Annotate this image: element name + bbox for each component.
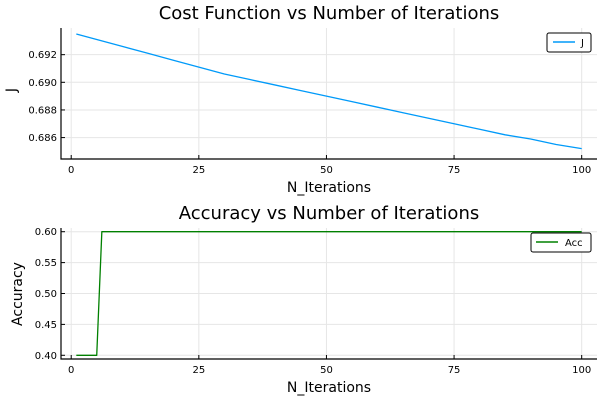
y-tick-label: 0.692 — [28, 50, 57, 61]
cost-chart-legend: J — [546, 32, 592, 53]
accuracy-chart-ylabel: Accuracy — [10, 262, 26, 326]
y-tick-label: 0.60 — [35, 227, 57, 238]
x-tick-label: 25 — [192, 165, 205, 176]
cost-chart: Cost Function vs Number of Iterations 0 2… — [4, 3, 597, 196]
y-tick-label: 0.55 — [35, 258, 57, 269]
cost-chart-axes — [60, 28, 597, 160]
x-tick-label: 25 — [192, 365, 205, 376]
x-tick-label: 50 — [320, 365, 333, 376]
accuracy-chart-axes — [60, 228, 597, 360]
series-line-acc — [76, 231, 582, 356]
x-tick-label: 0 — [68, 365, 74, 376]
accuracy-chart-legend: Acc — [530, 232, 592, 253]
cost-chart-xlabel: N_Iterations — [287, 180, 371, 196]
legend-label-acc: Acc — [565, 238, 583, 249]
y-tick-label: 0.686 — [28, 133, 57, 144]
series-line-j — [76, 33, 582, 150]
accuracy-chart-xlabel: N_Iterations — [287, 380, 371, 396]
x-tick-label: 50 — [320, 165, 333, 176]
x-tick-label: 0 — [68, 165, 74, 176]
accuracy-chart-title: Accuracy vs Number of Iterations — [179, 203, 479, 224]
y-tick-label: 0.50 — [35, 289, 57, 300]
y-tick-label: 0.690 — [28, 78, 57, 89]
x-tick-label: 100 — [572, 165, 591, 176]
x-tick-label: 100 — [572, 365, 591, 376]
y-tick-label: 0.688 — [28, 105, 57, 116]
cost-chart-title: Cost Function vs Number of Iterations — [159, 3, 500, 24]
legend-label-j: J — [580, 38, 584, 49]
y-tick-label: 0.45 — [35, 320, 57, 331]
x-tick-label: 75 — [448, 165, 461, 176]
y-tick-label: 0.40 — [35, 351, 57, 362]
accuracy-chart: Accuracy vs Number of Iterations 0 25 50 75… — [10, 203, 597, 396]
cost-chart-ylabel: J — [4, 88, 20, 93]
x-tick-label: 75 — [448, 365, 461, 376]
